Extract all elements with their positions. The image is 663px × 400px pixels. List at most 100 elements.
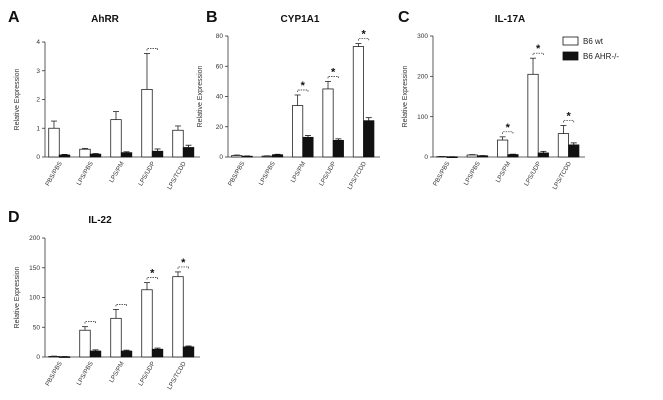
- y-tick-label: 4: [36, 39, 40, 46]
- bar-wt: [261, 155, 273, 158]
- legend-label-wt: B6 wt: [583, 37, 604, 46]
- y-tick-label: 200: [417, 74, 428, 81]
- bar-ko: [58, 154, 71, 158]
- significance-star: *: [331, 66, 336, 78]
- y-tick-label: 80: [216, 33, 224, 40]
- significance-star: *: [361, 29, 366, 41]
- legend-label-ko: B6 AHR-/-: [583, 52, 619, 61]
- category-label: PBS/PBS: [44, 161, 64, 188]
- category-label: PBS/PBS: [44, 361, 64, 388]
- y-tick-label: 100: [417, 114, 428, 121]
- y-tick-label: 50: [33, 324, 41, 331]
- significance-star: *: [536, 43, 541, 55]
- chart-panels: A AhRR 0 1 2 3 4 Relative Expression PBS/PBS LPS/…: [8, 9, 585, 391]
- bar-ko: [302, 136, 314, 158]
- significance-bracket: [146, 277, 158, 280]
- bar-ko: [120, 350, 133, 358]
- panel-a: A AhRR 0 1 2 3 4 Relative Expression PBS/PBS LPS/…: [8, 9, 200, 191]
- significance-bracket: [327, 76, 339, 79]
- bar-wt: [466, 154, 478, 158]
- panel-b: B CYP1A1 0 20 40 60 80 Relative Expression PBS/P…: [197, 9, 380, 191]
- bar-wt: [352, 46, 364, 158]
- y-tick-label: 1: [36, 125, 40, 132]
- legend-swatch-wt: [562, 36, 579, 46]
- y-tick-label: 40: [216, 94, 224, 101]
- category-label: LPS/TCDD: [166, 160, 188, 191]
- category-label: LPS/PM: [108, 161, 126, 185]
- bar-wt: [110, 119, 122, 158]
- significance-star: *: [301, 80, 306, 92]
- bar-ko: [363, 120, 375, 158]
- significance-star: *: [150, 268, 155, 280]
- panel-letter: D: [8, 209, 20, 226]
- bar-wt: [172, 129, 184, 158]
- bar-wt: [292, 105, 304, 158]
- panel-d: D IL-22 0 50 100 150 200 Relative Expression PBS…: [8, 209, 200, 391]
- significance-bracket: [146, 48, 158, 51]
- category-label: PBS/PBS: [227, 161, 247, 188]
- bar-ko: [537, 152, 549, 158]
- panel-title: AhRR: [91, 14, 120, 25]
- category-label: PBS/PBS: [432, 161, 452, 188]
- bar-ko: [182, 147, 195, 158]
- bar-wt: [79, 329, 91, 358]
- bar-ko: [332, 139, 344, 158]
- bar-wt: [231, 155, 243, 158]
- category-label: LPS/PBS: [76, 361, 95, 387]
- bar-wt: [557, 133, 569, 158]
- bar-wt: [141, 289, 153, 358]
- significance-bracket: [532, 52, 544, 56]
- y-tick-label: 60: [216, 63, 224, 70]
- bar-ko: [89, 350, 102, 358]
- category-label: LPS/TCDD: [166, 360, 188, 391]
- category-label: LPS/TCDD: [346, 160, 368, 191]
- y-tick-label: 20: [216, 124, 224, 131]
- significance-bracket: [502, 131, 514, 134]
- category-label: LPS/PM: [108, 361, 126, 385]
- bar-ko: [182, 346, 195, 358]
- y-tick-label: 0: [219, 154, 223, 161]
- panel-letter: C: [398, 9, 410, 26]
- significance-bracket: [177, 266, 189, 269]
- category-label: LPS/PBS: [258, 161, 277, 187]
- bar-ko: [568, 144, 580, 158]
- category-label: LPS/PM: [290, 161, 308, 185]
- bar-wt: [141, 89, 153, 158]
- panel-letter: B: [206, 9, 218, 26]
- category-label: LPS/PM: [495, 161, 513, 185]
- y-tick-label: 2: [36, 97, 40, 104]
- legend-swatch-ko: [562, 51, 579, 61]
- significance-star: *: [181, 257, 186, 269]
- panel-c: C IL-17A 0 100 200 300 Relative Expression PBS/…: [398, 9, 585, 191]
- significance-bracket: [84, 321, 96, 324]
- y-tick-label: 100: [29, 295, 40, 302]
- bar-ko: [507, 154, 519, 158]
- y-tick-label: 150: [29, 265, 40, 272]
- category-label: LPS/UDP: [137, 361, 157, 388]
- y-tick-label: 0: [36, 354, 40, 361]
- bar-wt: [527, 73, 539, 158]
- y-tick-label: 3: [36, 68, 40, 75]
- bar-wt: [497, 139, 509, 158]
- category-label: LPS/PBS: [463, 161, 482, 187]
- y-tick-label: 0: [36, 154, 40, 161]
- y-axis-label: Relative Expression: [14, 68, 21, 130]
- bar-wt: [322, 88, 334, 158]
- category-label: LPS/PBS: [76, 161, 95, 187]
- panel-title: IL-22: [88, 215, 112, 226]
- bar-ko: [151, 348, 164, 358]
- bar-wt: [48, 127, 60, 158]
- bar-ko: [89, 153, 102, 158]
- significance-star: *: [506, 122, 511, 134]
- panel-letter: A: [8, 9, 20, 26]
- significance-bracket: [563, 120, 575, 123]
- significance-bracket: [358, 38, 370, 41]
- y-tick-label: 200: [29, 235, 40, 242]
- significance-bracket: [115, 304, 127, 307]
- significance-star: *: [566, 111, 571, 123]
- category-label: LPS/UDP: [523, 161, 543, 188]
- category-label: LPS/TCDD: [551, 160, 573, 191]
- panel-title: IL-17A: [495, 14, 526, 25]
- y-axis-label: Relative Expression: [197, 65, 204, 127]
